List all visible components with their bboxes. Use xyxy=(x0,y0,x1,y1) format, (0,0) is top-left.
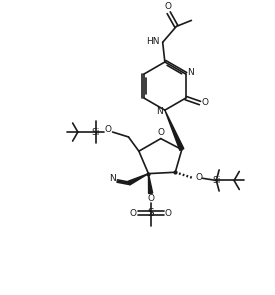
Text: O: O xyxy=(195,173,202,182)
Text: O: O xyxy=(129,209,136,217)
Polygon shape xyxy=(148,174,153,194)
Text: Si: Si xyxy=(212,176,221,185)
Text: O: O xyxy=(165,209,172,217)
Text: O: O xyxy=(202,98,209,107)
Text: O: O xyxy=(157,128,164,137)
Text: N: N xyxy=(156,107,163,116)
Text: O: O xyxy=(104,125,111,134)
Polygon shape xyxy=(128,174,148,185)
Text: HN: HN xyxy=(146,37,160,46)
Text: S: S xyxy=(147,208,154,218)
Text: O: O xyxy=(165,2,172,11)
Text: N: N xyxy=(109,174,116,183)
Text: O: O xyxy=(148,194,155,203)
Text: N: N xyxy=(187,68,194,77)
Polygon shape xyxy=(165,110,184,150)
Text: Si: Si xyxy=(92,127,100,137)
